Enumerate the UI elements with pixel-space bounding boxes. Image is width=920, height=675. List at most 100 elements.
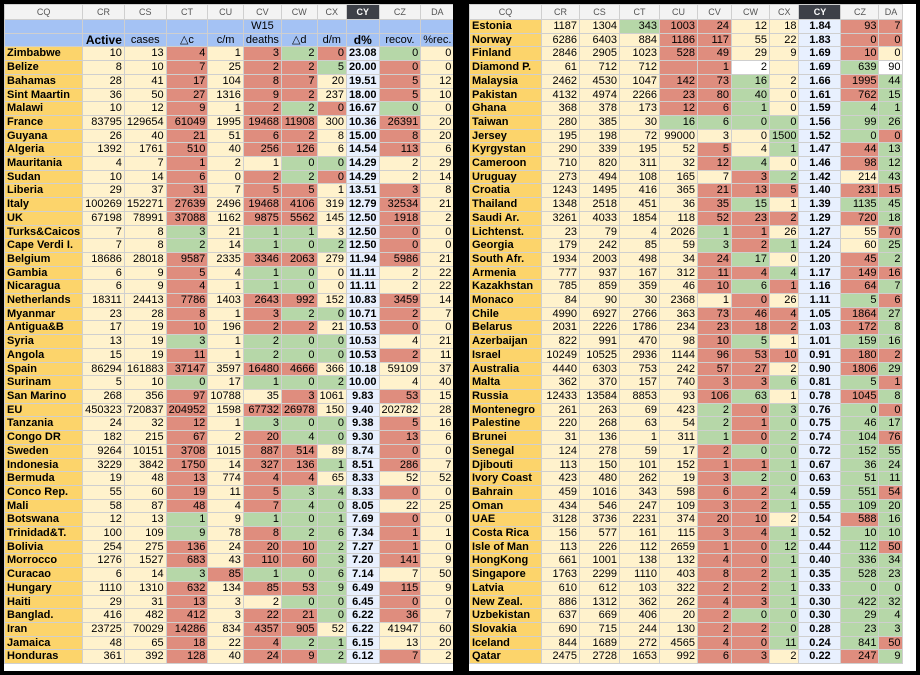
value-cell-cz[interactable]: 44 — [840, 142, 880, 158]
value-cell-cw[interactable]: 136 — [280, 457, 318, 473]
value-cell-cv[interactable]: 2 — [697, 580, 732, 596]
value-cell-cw[interactable]: 2 — [731, 580, 770, 596]
value-cell-cs[interactable]: 13 — [123, 512, 167, 528]
value-cell-da[interactable]: 2 — [878, 347, 904, 363]
country-cell[interactable]: Ghana — [469, 101, 542, 116]
value-cell-cr[interactable]: 886 — [541, 594, 580, 610]
value-cell-ct[interactable]: 9 — [165, 101, 209, 116]
value-cell-cx[interactable]: 1 — [768, 388, 800, 404]
death-rate-cell[interactable]: 1.29 — [798, 210, 842, 226]
value-cell-cz[interactable]: 1918 — [378, 210, 422, 226]
value-cell-cv[interactable]: 2 — [242, 169, 282, 185]
value-cell-cr[interactable]: 29 — [82, 183, 125, 199]
value-cell-da[interactable]: 55 — [878, 443, 904, 459]
value-cell-cx[interactable]: 0 — [768, 416, 800, 432]
value-cell-cw[interactable]: 2 — [280, 46, 318, 62]
value-cell-cs[interactable]: 10151 — [123, 443, 167, 459]
value-cell-cu[interactable]: 1 — [207, 347, 244, 363]
value-cell-cr[interactable]: 179 — [541, 238, 580, 253]
value-cell-cs[interactable]: 6927 — [579, 306, 620, 322]
value-cell-da[interactable]: 1 — [878, 375, 904, 390]
value-cell-ct[interactable]: 1 — [165, 156, 209, 171]
value-cell-da[interactable]: 8 — [878, 320, 904, 336]
value-cell-cu[interactable]: 423 — [659, 402, 698, 418]
value-cell-cr[interactable]: 18311 — [82, 293, 125, 308]
value-cell-cv[interactable]: 2 — [697, 608, 732, 623]
value-cell-cz[interactable]: 2 — [378, 279, 422, 295]
death-rate-cell[interactable]: 14.29 — [346, 169, 380, 185]
column-header-cx[interactable]: CX — [768, 4, 800, 20]
value-cell-ct[interactable]: 412 — [165, 608, 209, 623]
value-cell-cv[interactable]: 6 — [697, 649, 732, 665]
value-cell-cv[interactable]: 35 — [242, 388, 282, 404]
value-cell-cu[interactable]: 196 — [207, 320, 244, 336]
value-cell-cv[interactable]: 20 — [242, 539, 282, 555]
value-cell-cu[interactable]: 3 — [207, 594, 244, 610]
death-rate-cell[interactable]: 9.83 — [346, 388, 380, 404]
value-cell-cs[interactable]: 2226 — [579, 320, 620, 336]
value-cell-cx[interactable]: 8 — [316, 128, 348, 144]
value-cell-cs[interactable]: 1495 — [579, 183, 620, 199]
value-cell-cv[interactable]: 96 — [697, 347, 732, 363]
value-cell-ct[interactable]: 204952 — [165, 402, 209, 418]
country-cell[interactable]: Kazakhstan — [469, 279, 542, 295]
value-cell-cr[interactable]: 13 — [82, 334, 125, 349]
value-cell-cu[interactable]: 20 — [659, 608, 698, 623]
value-cell-cx[interactable]: 0 — [768, 101, 800, 116]
value-cell-cx[interactable]: 1 — [768, 334, 800, 349]
value-cell-cx[interactable]: 2 — [316, 375, 348, 390]
value-cell-cv[interactable]: 1 — [697, 539, 732, 555]
value-cell-cr[interactable]: 23725 — [82, 621, 125, 637]
value-cell-cz[interactable]: 4 — [378, 375, 422, 390]
country-cell[interactable]: Congo DR — [4, 430, 84, 445]
value-cell-cu[interactable]: 834 — [207, 621, 244, 637]
value-cell-cz[interactable]: 159 — [840, 334, 880, 349]
death-rate-cell[interactable]: 14.29 — [346, 156, 380, 171]
value-cell-cr[interactable]: 4132 — [541, 87, 580, 103]
column-header-cx[interactable]: CX — [316, 4, 348, 20]
death-rate-cell[interactable]: 0.75 — [798, 416, 842, 432]
value-cell-cv[interactable]: 5 — [697, 142, 732, 158]
death-rate-cell[interactable]: 1.42 — [798, 169, 842, 185]
value-cell-cu[interactable]: 262 — [659, 594, 698, 610]
value-cell-cw[interactable]: 2 — [280, 128, 318, 144]
value-cell-cr[interactable]: 822 — [541, 334, 580, 349]
value-cell-cr[interactable]: 2475 — [541, 649, 580, 665]
value-cell-cx[interactable]: 0 — [316, 608, 348, 623]
country-cell[interactable]: Turks&Caicos — [4, 224, 84, 240]
country-cell[interactable]: Chile — [469, 306, 542, 322]
value-cell-cw[interactable]: 3 — [731, 169, 770, 185]
value-cell-cs[interactable]: 28 — [123, 306, 167, 322]
value-cell-cw[interactable]: 15 — [731, 197, 770, 212]
value-cell-cr[interactable]: 6 — [82, 265, 125, 281]
value-cell-cr[interactable]: 17 — [82, 320, 125, 336]
value-cell-cw[interactable]: 17 — [731, 251, 770, 267]
value-cell-cr[interactable]: 1392 — [82, 142, 125, 158]
value-cell-cs[interactable]: 3736 — [579, 512, 620, 528]
value-cell-cs[interactable]: 385 — [579, 114, 620, 130]
value-cell-da[interactable]: 4 — [878, 608, 904, 623]
value-cell-ct[interactable]: 173 — [619, 101, 660, 116]
value-cell-cs[interactable]: 263 — [579, 402, 620, 418]
value-cell-ct[interactable]: 1854 — [619, 210, 660, 226]
column-header-cr[interactable]: CR — [82, 4, 125, 20]
death-rate-cell[interactable]: 0.72 — [798, 443, 842, 459]
value-cell-cv[interactable]: 6 — [697, 484, 732, 500]
value-cell-cs[interactable]: 242 — [579, 238, 620, 253]
death-rate-cell[interactable]: 7.14 — [346, 567, 380, 582]
value-cell-da[interactable]: 26 — [878, 114, 904, 130]
country-cell[interactable]: Hungary — [4, 580, 84, 596]
value-cell-cv[interactable]: 20 — [242, 430, 282, 445]
value-cell-ct[interactable]: 31 — [165, 183, 209, 199]
value-cell-cx[interactable]: 11 — [768, 635, 800, 651]
value-cell-cv[interactable]: 6 — [697, 101, 732, 116]
death-rate-cell[interactable]: 10.71 — [346, 306, 380, 322]
value-cell-da[interactable]: 29 — [420, 156, 453, 171]
value-cell-cx[interactable]: 1 — [768, 279, 800, 295]
country-cell[interactable]: Cameroon — [469, 156, 542, 171]
death-rate-cell[interactable]: 1.39 — [798, 197, 842, 212]
value-cell-cz[interactable]: 0 — [378, 46, 422, 62]
value-cell-cz[interactable]: 0 — [378, 512, 422, 528]
value-cell-cr[interactable]: 10249 — [541, 347, 580, 363]
value-cell-da[interactable]: 45 — [878, 197, 904, 212]
